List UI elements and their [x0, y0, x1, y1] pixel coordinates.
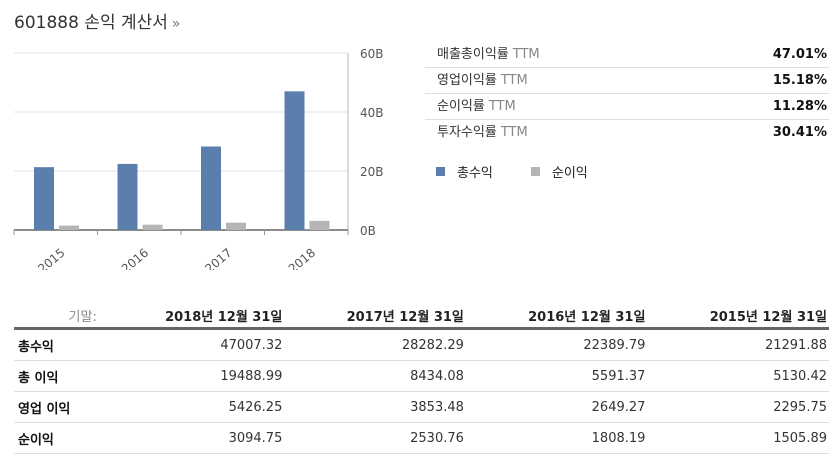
x-tick-label: 2018 [286, 246, 318, 270]
income-bar-chart: 0B 20B 40B 60B 2015 2016 2017 2018 [13, 47, 384, 270]
column-header: 2018년 12월 31일 [102, 303, 285, 330]
table-cell: 2649.27 [465, 391, 648, 423]
table-cell: 22389.79 [465, 328, 648, 361]
bar-revenue-2016 [117, 163, 138, 230]
table-cell: 5591.37 [465, 360, 648, 392]
ratio-ttm: TTM [500, 73, 528, 88]
row-label: 영업 이익 [14, 391, 103, 423]
x-tick-label: 2015 [35, 246, 67, 270]
x-tick-label: 2017 [202, 246, 234, 270]
table-row: 총수익 47007.32 28282.29 22389.79 21291.88 [14, 328, 829, 361]
legend-label-net-income: 순이익 [551, 166, 588, 181]
y-tick-label: 40B [360, 106, 384, 120]
table-cell: 1505.89 [647, 422, 829, 454]
table-row: 영업 이익 5426.25 3853.48 2649.27 2295.75 [14, 391, 829, 423]
income-statement-table: 기말: 2018년 12월 31일 2017년 12월 31일 2016년 12… [14, 303, 829, 454]
legend-label-revenue: 총수익 [457, 166, 493, 181]
ratio-label: 순이익률 [437, 99, 485, 114]
ratio-ttm: TTM [512, 47, 540, 62]
row-label: 총수익 [14, 328, 103, 361]
legend-swatch-revenue [436, 167, 445, 176]
y-tick-label: 0B [360, 224, 376, 238]
ratio-ttm: TTM [500, 125, 528, 140]
table-cell: 21291.88 [647, 328, 829, 361]
bar-revenue-2018 [284, 91, 305, 230]
legend-swatch-net-income [530, 167, 540, 176]
table-cell: 19488.99 [102, 360, 285, 392]
ratio-value: 11.28% [772, 99, 827, 114]
table-header-row: 기말: 2018년 12월 31일 2017년 12월 31일 2016년 12… [14, 303, 829, 330]
bar-revenue-2015 [34, 167, 54, 230]
page-title-text: 601888 손익 계산서 [14, 13, 168, 33]
ratio-value: 47.01% [772, 47, 827, 62]
ratio-ttm: TTM [488, 99, 516, 114]
period-label: 기말: [14, 303, 103, 330]
ratio-label: 매출총이익률 [437, 47, 509, 62]
column-header: 2015년 12월 31일 [647, 303, 829, 330]
chart-legend: 총수익 순이익 [436, 162, 626, 181]
page-title[interactable]: 601888 손익 계산서» [14, 8, 180, 33]
ratio-label: 영업이익률 [437, 73, 497, 88]
ratio-row-gross-margin: 매출총이익률 TTM 47.01% [425, 42, 829, 68]
x-tick-label: 2016 [119, 246, 151, 270]
table-row: 총 이익 19488.99 8434.08 5591.37 5130.42 [14, 360, 829, 392]
table-cell: 47007.32 [102, 328, 285, 361]
table-cell: 28282.29 [284, 328, 466, 361]
table-cell: 2530.76 [284, 422, 466, 454]
ratio-row-roi: 투자수익률 TTM 30.41% [425, 120, 829, 145]
bar-net-income-2015 [59, 225, 79, 230]
ratio-value: 30.41% [772, 125, 827, 140]
legend-item-revenue: 총수익 [436, 162, 493, 181]
y-tick-label: 20B [360, 165, 384, 179]
table-cell: 1808.19 [465, 422, 648, 454]
ratio-value: 15.18% [772, 73, 827, 88]
table-cell: 5426.25 [102, 391, 285, 423]
y-tick-label: 60B [360, 47, 384, 61]
table-cell: 8434.08 [284, 360, 466, 392]
bar-net-income-2018 [309, 220, 330, 230]
row-label: 총 이익 [14, 360, 103, 392]
chevron-right-icon: » [171, 16, 181, 32]
table-cell: 5130.42 [647, 360, 829, 392]
ratio-label: 투자수익률 [437, 125, 497, 140]
table-cell: 3094.75 [102, 422, 285, 454]
column-header: 2017년 12월 31일 [284, 303, 466, 330]
column-header: 2016년 12월 31일 [465, 303, 648, 330]
bar-net-income-2016 [142, 224, 163, 230]
ratio-list: 매출총이익률 TTM 47.01% 영업이익률 TTM 15.18% 순이익률 TTM… [425, 42, 829, 145]
bar-net-income-2017 [226, 222, 246, 230]
legend-item-net-income: 순이익 [530, 162, 588, 181]
ratio-row-operating-margin: 영업이익률 TTM 15.18% [425, 68, 829, 94]
table-row: 순이익 3094.75 2530.76 1808.19 1505.89 [14, 422, 829, 454]
row-label: 순이익 [14, 422, 103, 454]
table-cell: 2295.75 [647, 391, 829, 423]
ratio-row-net-margin: 순이익률 TTM 11.28% [425, 94, 829, 120]
table-cell: 3853.48 [284, 391, 466, 423]
bar-revenue-2017 [201, 146, 221, 230]
